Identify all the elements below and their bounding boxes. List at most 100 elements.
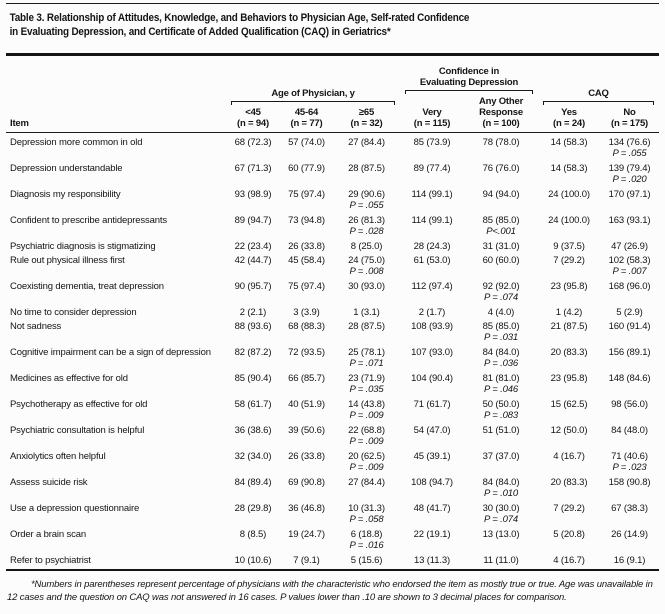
cell-value: 9 (37.5): [553, 241, 585, 252]
data-cell: 158 (90.8): [600, 477, 659, 501]
table-row: Psychiatric diagnosis is stigmatizing 22 …: [6, 241, 659, 253]
row-item-label: Medicines as effective for old: [10, 373, 128, 384]
cell-value: 75 (97.4): [288, 189, 325, 200]
data-cell: 36 (38.6): [226, 425, 280, 449]
group-bracket-confidence: [405, 90, 533, 94]
data-cell: 2 (2.1): [226, 307, 280, 319]
cell-value: 67 (71.3): [234, 163, 272, 174]
column-header-confidence-very: Very (n = 115): [400, 96, 464, 129]
column-header-age-lt45: <45 (n = 94): [226, 107, 280, 129]
data-cell: 89 (94.7): [226, 215, 280, 239]
table-title: Table 3. Relationship of Attitudes, Know…: [6, 11, 594, 39]
data-cell: 22 (19.1): [400, 529, 464, 553]
table-row: Medicines as effective for old 85 (90.4) 6…: [6, 373, 659, 397]
cell-value: 168 (96.0): [608, 281, 651, 292]
cell-value: 61 (53.0): [413, 255, 451, 266]
data-cell: 40 (51.9): [280, 399, 333, 423]
data-cell: 27 (84.4): [333, 477, 400, 501]
cell-value: 163 (93.1): [608, 215, 651, 226]
data-cell: 10 (31.3) P = .058: [333, 503, 400, 527]
cell-value: 5 (20.8): [553, 529, 585, 540]
data-cell: 75 (97.4): [280, 281, 333, 305]
data-cell: 15 (62.5): [538, 399, 600, 423]
group-label-age: Age of Physician, y: [271, 88, 355, 99]
cell-value: 29 (90.6): [348, 189, 385, 200]
data-cell: 134 (76.6) P = .055: [600, 137, 659, 161]
cell-value: 12 (50.0): [550, 425, 588, 436]
cell-value: 89 (77.4): [413, 163, 451, 174]
data-cell: 28 (29.8): [226, 503, 280, 527]
column-n-age-45-64: (n = 77): [290, 118, 323, 129]
data-cell: 13 (11.3): [400, 555, 464, 567]
row-item-label: Depression more common in old: [10, 137, 143, 148]
cell-value: 85 (73.9): [413, 137, 451, 148]
data-cell: 24 (75.0) P = .008: [333, 255, 400, 279]
data-cell: 85 (73.9): [400, 137, 464, 161]
data-cell: 3 (3.9): [280, 307, 333, 319]
cell-value: 19 (24.7): [288, 529, 325, 540]
table-row: Diagnosis my responsibility 93 (98.9) 75 (…: [6, 189, 659, 213]
column-group-age: Age of Physician, y <45 (n = 94) 45-64 (…: [226, 88, 400, 129]
data-cell: 98 (56.0): [600, 399, 659, 423]
column-header-item: Item: [10, 118, 29, 129]
data-cell: 14 (43.8) P = .009: [333, 399, 400, 423]
cell-value: 69 (90.8): [288, 477, 325, 488]
data-cell: 82 (87.2): [226, 347, 280, 371]
cell-pvalue: P = .020: [612, 174, 647, 185]
cell-value: 88 (93.6): [234, 321, 272, 332]
cell-value: 148 (84.6): [608, 373, 651, 384]
cell-value: 5 (2.9): [616, 307, 643, 318]
table-row: Coexisting dementia, treat depression 90 …: [6, 281, 659, 305]
data-cell: 7 (29.2): [538, 255, 600, 279]
data-cell: 14 (58.3): [538, 137, 600, 161]
cell-value: 57 (74.0): [288, 137, 325, 148]
cell-value: 40 (51.9): [288, 399, 325, 410]
group-label-confidence-line1: Confidence in: [438, 66, 500, 77]
data-cell: 93 (98.9): [226, 189, 280, 213]
data-cell: 19 (24.7): [280, 529, 333, 553]
cell-value: 134 (76.6): [608, 137, 651, 148]
cell-value: 25 (78.1): [348, 347, 385, 358]
cell-value: 102 (58.3): [608, 255, 651, 266]
table-row: Psychiatric consultation is helpful 36 (3…: [6, 425, 659, 449]
data-cell: 47 (26.9): [600, 241, 659, 253]
data-cell: 24 (100.0): [538, 215, 600, 239]
cell-pvalue: P = .083: [483, 410, 519, 421]
data-cell: 5 (15.6): [333, 555, 400, 567]
cell-value: 26 (33.8): [288, 241, 325, 252]
cell-value: 13 (13.0): [482, 529, 520, 540]
cell-pvalue: P = .009: [349, 410, 384, 421]
cell-value: 23 (95.8): [550, 373, 588, 384]
cell-value: 37 (37.0): [482, 451, 520, 462]
cell-value: 20 (83.3): [550, 477, 588, 488]
cell-value: 72 (93.5): [288, 347, 325, 358]
cell-value: 98 (56.0): [611, 399, 648, 410]
data-cell: 81 (81.0) P = .046: [464, 373, 538, 397]
cell-value: 51 (51.0): [482, 425, 520, 436]
cell-value: 94 (94.0): [482, 189, 520, 200]
cell-value: 24 (100.0): [548, 189, 590, 200]
cell-value: 27 (84.4): [348, 137, 385, 148]
data-cell: 1 (3.1): [333, 307, 400, 319]
data-cell: 102 (58.3) P = .007: [600, 255, 659, 279]
data-cell: 23 (95.8): [538, 373, 600, 397]
table-row: Depression more common in old 68 (72.3) 57…: [6, 137, 659, 161]
cell-pvalue: P = .010: [483, 488, 519, 499]
cell-value: 14 (43.8): [348, 399, 385, 410]
data-cell: 20 (62.5) P = .009: [333, 451, 400, 475]
cell-value: 7 (29.2): [553, 255, 585, 266]
cell-value: 28 (87.5): [348, 321, 385, 332]
data-cell: 84 (48.0): [600, 425, 659, 449]
cell-pvalue: P = .035: [349, 384, 384, 395]
cell-value: 114 (99.1): [411, 189, 453, 200]
cell-value: 85 (85.0): [482, 321, 520, 332]
row-item-label: Depression understandable: [10, 163, 123, 174]
row-item-label: Refer to psychiatrist: [10, 555, 91, 566]
cell-value: 7 (9.1): [293, 555, 320, 566]
data-cell: 4 (4.0): [464, 307, 538, 319]
data-cell: 11 (11.0): [464, 555, 538, 567]
data-cell: 50 (50.0) P = .083: [464, 399, 538, 423]
cell-value: 28 (87.5): [348, 163, 385, 174]
data-cell: 13 (13.0): [464, 529, 538, 553]
